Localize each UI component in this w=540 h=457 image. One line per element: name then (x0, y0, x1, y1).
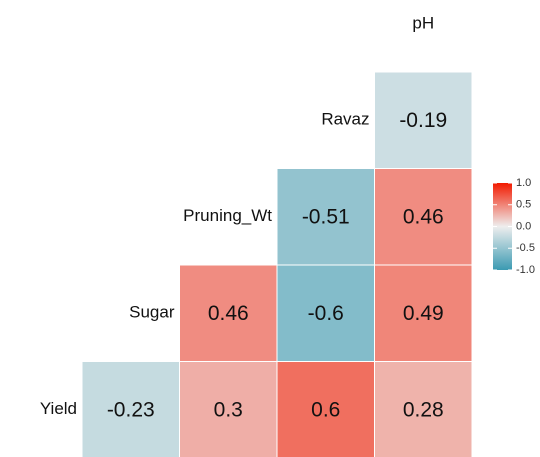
heatmap-cell (276, 264, 375, 362)
colorbar-label: -1.0 (516, 264, 535, 276)
cell-value: -0.23 (107, 398, 155, 421)
colorbar-label: -0.5 (516, 242, 535, 254)
cell-value: 0.28 (403, 398, 444, 421)
variable-label: Ravaz (321, 110, 369, 129)
heatmap-cell (374, 168, 473, 266)
cell-value: 0.46 (403, 205, 444, 228)
heatmap-cell (374, 71, 473, 169)
colorbar (493, 183, 512, 270)
heatmap-cell (374, 361, 473, 457)
cell-value: 0.46 (208, 302, 249, 325)
colorbar-label: 0.0 (516, 220, 531, 232)
colorbar-label: 1.0 (516, 177, 531, 189)
variable-label: Sugar (129, 303, 175, 322)
cell-value: -0.51 (302, 205, 350, 228)
heatmap-cell (81, 361, 180, 457)
cell-value: -0.6 (308, 302, 344, 325)
heatmap-cell (374, 264, 473, 362)
variable-label: Pruning_Wt (183, 206, 272, 225)
cell-value: 0.49 (403, 302, 444, 325)
variable-label: Yield (40, 399, 77, 418)
cell-value: 0.6 (311, 398, 340, 421)
cell-value: 0.3 (214, 398, 243, 421)
heatmap-cell (276, 361, 375, 457)
colorbar-label: 0.5 (516, 199, 531, 211)
heatmap-cell (179, 264, 278, 362)
variable-label: pH (412, 13, 434, 32)
heatmap-cell (179, 361, 278, 457)
heatmap-cell (276, 168, 375, 266)
cell-value: -0.19 (399, 109, 447, 132)
